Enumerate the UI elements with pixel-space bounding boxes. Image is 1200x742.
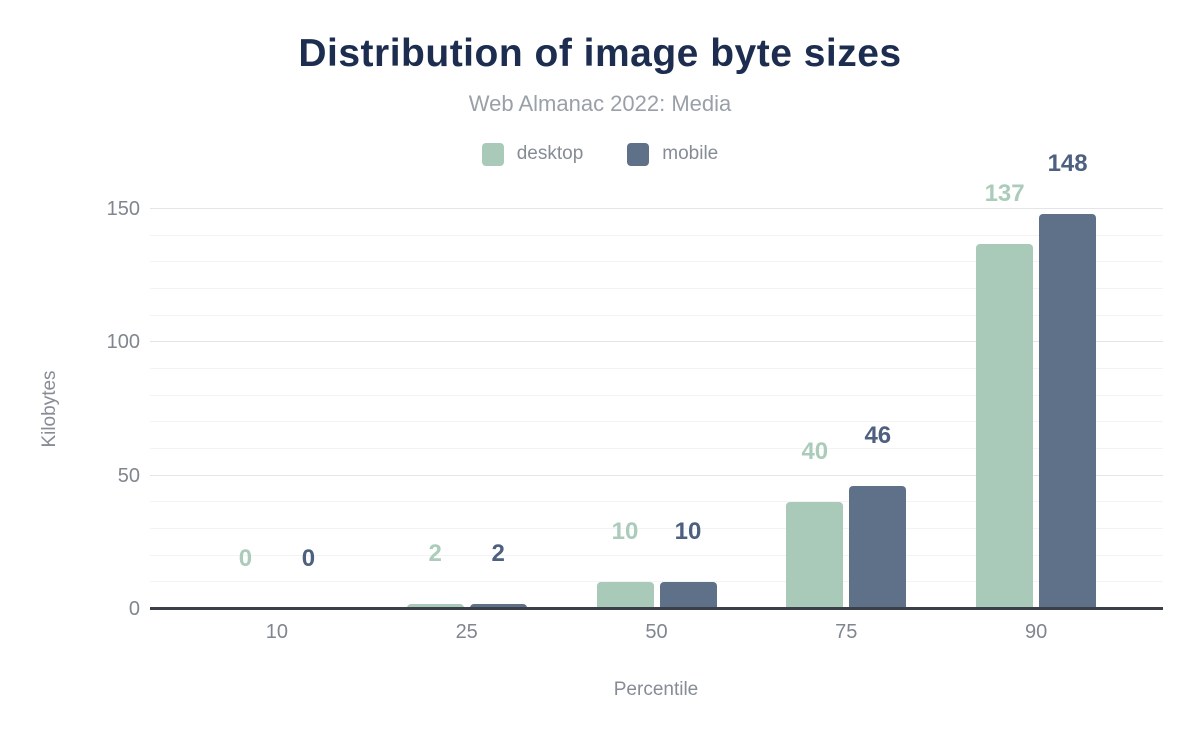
minor-gridline-20 <box>150 554 1163 556</box>
bar-mobile-p90 <box>1039 214 1097 609</box>
minor-gridline-130 <box>150 261 1163 263</box>
y-tick-label-150: 150 <box>106 198 140 220</box>
value-label-mobile-p25: 2 <box>491 539 505 567</box>
bar-desktop-p50 <box>596 582 654 609</box>
minor-gridline-140 <box>150 234 1163 236</box>
minor-gridline-90 <box>150 368 1163 369</box>
legend-label-desktop: desktop <box>516 143 584 164</box>
bar-desktop-p90 <box>976 243 1034 609</box>
y-tick-label-100: 100 <box>106 331 140 354</box>
major-gridline-150 <box>150 208 1163 209</box>
bar-desktop-p25 <box>406 603 464 609</box>
major-gridline-100 <box>150 341 1163 343</box>
plot-area: 0 50 100 150 10 0 0 25 2 2 50 10 10 75 40 46 90 137 148 <box>107 150 1163 643</box>
legend-label-mobile: mobile <box>662 143 719 164</box>
value-label-desktop-p75: 40 <box>801 438 829 466</box>
bar-mobile-p25 <box>469 603 527 609</box>
minor-gridline-40 <box>150 501 1163 503</box>
minor-gridline-120 <box>150 288 1163 289</box>
minor-gridline-30 <box>150 528 1163 529</box>
legend-item-desktop: desktop <box>481 142 584 166</box>
x-axis-line <box>150 607 1163 610</box>
x-tick-label-50: 50 <box>645 621 668 643</box>
x-tick-label-25: 25 <box>455 621 478 643</box>
value-label-mobile-p90: 148 <box>1047 150 1088 178</box>
bar-desktop-p75 <box>786 502 844 609</box>
x-tick-label-10: 10 <box>265 621 289 643</box>
chart-subtitle: Web Almanac 2022: Media <box>468 91 732 116</box>
y-tick-label-0: 0 <box>128 598 140 620</box>
minor-gridline-60 <box>150 448 1163 449</box>
value-label-desktop-p10: 0 <box>238 545 253 572</box>
y-axis-title: Kilobytes <box>39 370 60 448</box>
major-gridline-50 <box>150 474 1163 476</box>
value-label-mobile-p50: 10 <box>674 518 702 546</box>
value-label-desktop-p25: 2 <box>428 539 442 567</box>
minor-gridline-80 <box>150 394 1163 396</box>
value-label-mobile-p10: 0 <box>301 545 316 572</box>
x-axis-title: Percentile <box>613 679 699 700</box>
legend-swatch-desktop <box>481 142 504 166</box>
legend-swatch-mobile <box>627 142 650 166</box>
x-tick-label-90: 90 <box>1024 621 1048 643</box>
value-label-desktop-p90: 137 <box>984 179 1025 207</box>
legend-item-mobile: mobile <box>627 142 719 166</box>
value-label-desktop-p50: 10 <box>611 518 639 546</box>
minor-gridline-110 <box>150 314 1163 316</box>
bar-mobile-p50 <box>659 582 717 609</box>
y-tick-label-50: 50 <box>117 464 140 487</box>
bar-mobile-p75 <box>849 486 907 609</box>
chart-title: Distribution of image byte sizes <box>298 32 902 75</box>
x-tick-label-75: 75 <box>835 621 858 643</box>
minor-gridline-10 <box>150 581 1163 583</box>
minor-gridline-70 <box>150 421 1163 423</box>
legend: desktop mobile <box>0 141 1200 167</box>
value-label-mobile-p75: 46 <box>864 422 892 450</box>
